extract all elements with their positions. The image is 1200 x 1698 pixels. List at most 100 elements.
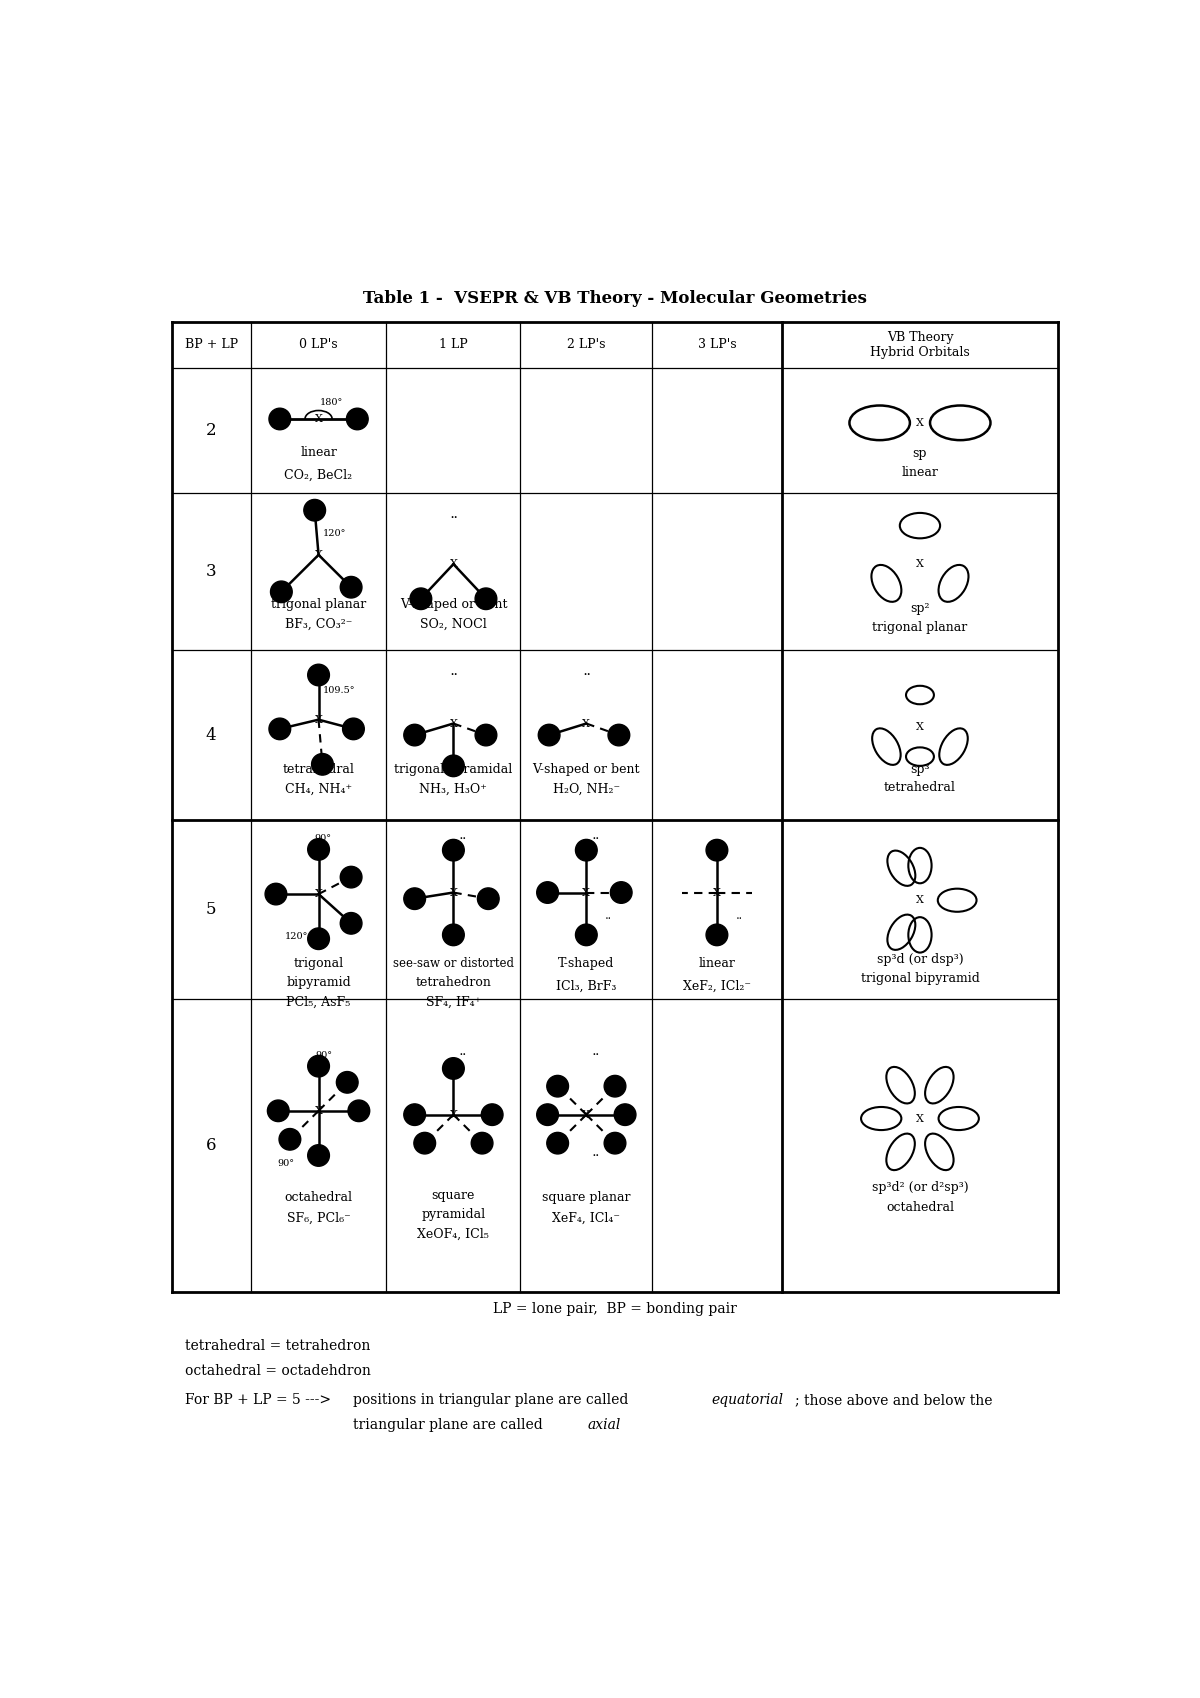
Circle shape [348, 1100, 370, 1122]
Circle shape [307, 1056, 330, 1077]
Text: BF₃, CO₃²⁻: BF₃, CO₃²⁻ [284, 618, 353, 630]
Circle shape [443, 924, 464, 946]
Circle shape [414, 1133, 436, 1155]
Circle shape [475, 588, 497, 610]
Text: tetrahedron: tetrahedron [415, 976, 491, 990]
Text: ¨: ¨ [449, 516, 457, 533]
Text: X: X [450, 888, 457, 898]
Circle shape [312, 754, 334, 774]
Circle shape [307, 664, 330, 686]
Text: ¨: ¨ [592, 1054, 600, 1068]
Circle shape [268, 1100, 289, 1122]
Circle shape [472, 1133, 493, 1155]
Text: NH₃, H₃O⁺: NH₃, H₃O⁺ [420, 783, 487, 795]
Circle shape [304, 499, 325, 521]
Circle shape [604, 1133, 626, 1155]
Text: octahedral = octadehdron: octahedral = octadehdron [185, 1363, 371, 1379]
Text: X: X [582, 718, 590, 728]
Circle shape [270, 581, 293, 603]
Text: 0 LP's: 0 LP's [299, 338, 338, 351]
Text: tetrahedral: tetrahedral [283, 762, 354, 776]
Text: X: X [582, 1110, 590, 1119]
Text: X: X [916, 1114, 924, 1124]
Text: sp²: sp² [911, 603, 930, 615]
Text: 5: 5 [206, 902, 216, 919]
Text: 3: 3 [206, 564, 216, 581]
Text: tetrahedral: tetrahedral [884, 781, 956, 795]
Text: X: X [314, 1105, 323, 1116]
Text: equatorial: equatorial [712, 1394, 784, 1408]
Text: 6: 6 [206, 1138, 216, 1155]
Text: square planar: square planar [542, 1192, 630, 1204]
Text: X: X [713, 888, 721, 898]
Text: 120°: 120° [323, 528, 346, 538]
Text: octahedral: octahedral [284, 1192, 353, 1204]
Text: X: X [314, 890, 323, 898]
Text: trigonal: trigonal [294, 958, 343, 970]
Text: XeOF₄, ICl₅: XeOF₄, ICl₅ [418, 1228, 490, 1241]
Text: SF₆, PCl₆⁻: SF₆, PCl₆⁻ [287, 1212, 350, 1226]
Circle shape [706, 839, 727, 861]
Circle shape [404, 725, 426, 745]
Text: trigonal planar: trigonal planar [271, 598, 366, 611]
Text: 4: 4 [206, 727, 216, 744]
Text: triangular plane are called: triangular plane are called [353, 1418, 547, 1431]
Circle shape [341, 912, 362, 934]
Circle shape [614, 1104, 636, 1126]
Text: XeF₄, ICl₄⁻: XeF₄, ICl₄⁻ [552, 1212, 620, 1226]
Text: ¨: ¨ [736, 919, 742, 932]
Circle shape [536, 1104, 558, 1126]
Circle shape [475, 725, 497, 745]
Text: For BP + LP = 5 --->: For BP + LP = 5 ---> [185, 1394, 340, 1408]
Circle shape [443, 756, 464, 776]
Circle shape [336, 1071, 358, 1094]
Text: ¨: ¨ [458, 837, 467, 852]
Circle shape [478, 888, 499, 910]
Circle shape [576, 924, 598, 946]
Circle shape [443, 1058, 464, 1080]
Text: V-shaped or bent: V-shaped or bent [533, 762, 640, 776]
Text: XeF₂, ICl₂⁻: XeF₂, ICl₂⁻ [683, 980, 751, 993]
Text: ¨: ¨ [592, 837, 600, 852]
Text: T-shaped: T-shaped [558, 958, 614, 970]
Text: X: X [916, 722, 924, 732]
Circle shape [404, 1104, 426, 1126]
Text: LP = lone pair,  BP = bonding pair: LP = lone pair, BP = bonding pair [493, 1302, 737, 1316]
Circle shape [604, 1075, 626, 1097]
Circle shape [611, 881, 632, 903]
Circle shape [347, 408, 368, 430]
Text: ; those above and below the: ; those above and below the [794, 1394, 992, 1408]
Circle shape [706, 924, 727, 946]
Text: ¨: ¨ [458, 1054, 467, 1068]
Text: X: X [314, 550, 323, 560]
Circle shape [280, 1129, 301, 1150]
Text: X: X [916, 559, 924, 569]
Text: axial: axial [588, 1418, 622, 1431]
Circle shape [265, 883, 287, 905]
Text: X: X [450, 718, 457, 728]
Text: trigonal planar: trigonal planar [872, 621, 967, 633]
Text: 2 LP's: 2 LP's [568, 338, 606, 351]
Text: ¨: ¨ [592, 1155, 600, 1170]
Circle shape [410, 588, 432, 610]
Text: X: X [916, 418, 924, 428]
Circle shape [608, 725, 630, 745]
Text: 120°: 120° [286, 932, 308, 941]
Circle shape [536, 881, 558, 903]
Circle shape [307, 1144, 330, 1167]
Text: V-shaped or bent: V-shaped or bent [400, 598, 508, 611]
Text: linear: linear [901, 467, 938, 479]
Text: trigonal bipyramid: trigonal bipyramid [860, 973, 979, 985]
Text: BP + LP: BP + LP [185, 338, 238, 351]
Circle shape [269, 408, 290, 430]
Text: trigonal pyramidal: trigonal pyramidal [395, 762, 512, 776]
Text: tetrahedral = tetrahedron: tetrahedral = tetrahedron [185, 1340, 371, 1353]
Circle shape [539, 725, 560, 745]
Text: X: X [450, 1110, 457, 1119]
Text: 90°: 90° [277, 1158, 294, 1168]
Text: sp³: sp³ [911, 762, 930, 776]
Circle shape [443, 839, 464, 861]
Text: Table 1 -  VSEPR & VB Theory - Molecular Geometries: Table 1 - VSEPR & VB Theory - Molecular … [364, 290, 866, 307]
Text: 90°: 90° [314, 834, 331, 844]
Text: 180°: 180° [320, 397, 343, 406]
